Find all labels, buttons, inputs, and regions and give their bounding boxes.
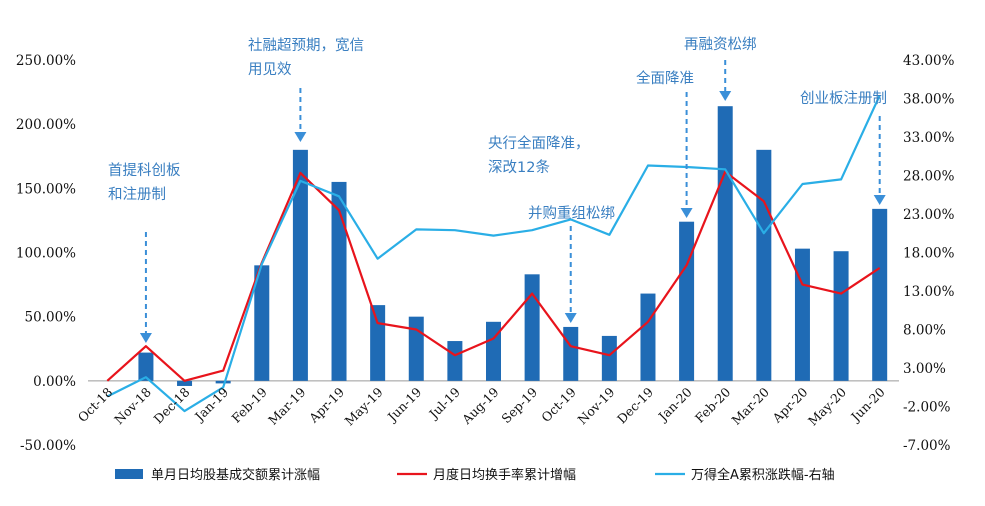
- annotation-text: 深改12条: [488, 159, 550, 176]
- right-axis-tick-label: 3.00%: [903, 361, 946, 377]
- annotation-text: 创业板注册制: [800, 89, 887, 107]
- bar: [215, 380, 231, 384]
- legend-bar-swatch: [115, 469, 143, 479]
- bar: [370, 305, 386, 381]
- x-tick-label: Nov-19: [575, 384, 618, 427]
- right-axis-tick-label: 43.00%: [903, 53, 955, 69]
- x-tick-label: Apr-19: [305, 384, 347, 426]
- x-tick-label: Oct-18: [75, 384, 116, 425]
- bar: [833, 251, 849, 381]
- bar: [640, 293, 656, 381]
- bar: [717, 106, 733, 381]
- bar: [872, 208, 888, 381]
- bar: [679, 221, 695, 381]
- annotation-arrow-head: [564, 313, 577, 323]
- right-axis-tick-label: 38.00%: [903, 92, 955, 108]
- bar: [794, 248, 810, 381]
- annotation-text: 央行全面降准，: [488, 134, 590, 152]
- chart-axes: -50.00% 0.00% 50.00% 100.00% 150.00% 200.00% 2…: [16, 53, 955, 454]
- left-axis-tick-label: -50.00%: [20, 438, 76, 454]
- bar: [331, 181, 347, 381]
- right-axis-tick-label: 8.00%: [903, 323, 946, 339]
- annotation-arrow-head: [719, 91, 732, 101]
- bar: [563, 326, 579, 381]
- line-series: [106, 94, 881, 413]
- left-axis-tick-label: 100.00%: [16, 246, 76, 262]
- series-line: [106, 94, 881, 413]
- annotation-arrow-head: [873, 195, 886, 205]
- x-tick-label: Jan-20: [654, 384, 695, 425]
- right-axis-tick-label: 18.00%: [903, 246, 955, 262]
- x-tick-label: Jun-20: [847, 384, 888, 425]
- x-tick-label: Sep-19: [498, 384, 540, 426]
- legend: 单月日均股基成交额累计涨幅 月度日均换手率累计增幅 万得全A累积涨跌幅-右轴: [115, 467, 835, 483]
- bar: [292, 149, 308, 381]
- annotation-arrow-head: [139, 333, 152, 343]
- x-tick-label: Aug-19: [458, 384, 501, 427]
- right-axis-tick-label: 28.00%: [903, 169, 955, 185]
- x-tick-label: May-20: [805, 384, 849, 428]
- left-axis-tick-label: 250.00%: [16, 53, 76, 69]
- right-axis-tick-label: 33.00%: [903, 130, 955, 146]
- bar: [408, 316, 424, 381]
- annotation-text: 用见效: [248, 61, 292, 78]
- series-line: [106, 170, 881, 382]
- left-axis-tick-label: 0.00%: [33, 374, 76, 390]
- annotation-text: 并购重组松绑: [528, 205, 615, 222]
- bar: [254, 265, 270, 381]
- legend-label: 单月日均股基成交额累计涨幅: [151, 467, 320, 483]
- left-axis-tick-label: 150.00%: [16, 181, 76, 197]
- annotation-text: 全面降准: [636, 69, 694, 87]
- legend-label: 万得全A累积涨跌幅-右轴: [691, 467, 835, 483]
- annotation-text: 社融超预期，宽信: [248, 37, 364, 54]
- annotation-text: 首提科创板: [108, 161, 181, 179]
- annotation-text: 再融资松绑: [684, 36, 757, 53]
- x-tick-label: May-19: [342, 384, 386, 428]
- left-axis-tick-label: 200.00%: [16, 117, 76, 133]
- x-tick-label: Mar-20: [729, 384, 772, 427]
- bar: [601, 335, 617, 381]
- bar: [524, 274, 540, 381]
- bar: [138, 352, 154, 381]
- bar: [177, 380, 193, 386]
- annotation-arrow-head: [294, 132, 307, 142]
- x-tick-label: Jul-19: [425, 384, 463, 422]
- right-axis-tick-label: 13.00%: [903, 284, 955, 300]
- bar: [756, 149, 772, 381]
- annotation-arrow-head: [680, 208, 693, 218]
- x-tick-label: Jun-19: [383, 384, 424, 425]
- right-axis-tick-label: 23.00%: [903, 207, 955, 223]
- annotation-text: 和注册制: [108, 186, 166, 203]
- legend-label: 月度日均换手率累计增幅: [433, 467, 576, 483]
- bar: [447, 341, 463, 381]
- x-tick-label: Dec-19: [614, 384, 656, 426]
- left-axis-tick-label: 50.00%: [25, 310, 77, 326]
- x-tick-label: Feb-19: [229, 384, 270, 425]
- x-tick-label: Apr-20: [769, 384, 811, 426]
- bar: [486, 321, 501, 381]
- x-tick-label: Dec-18: [151, 384, 193, 426]
- x-tick-label: Feb-20: [692, 384, 733, 425]
- x-tick-label: Mar-19: [265, 384, 308, 427]
- x-tick-label: Oct-19: [538, 384, 579, 425]
- right-axis-tick-label: -2.00%: [903, 400, 951, 416]
- right-axis-tick-label: -7.00%: [903, 438, 951, 454]
